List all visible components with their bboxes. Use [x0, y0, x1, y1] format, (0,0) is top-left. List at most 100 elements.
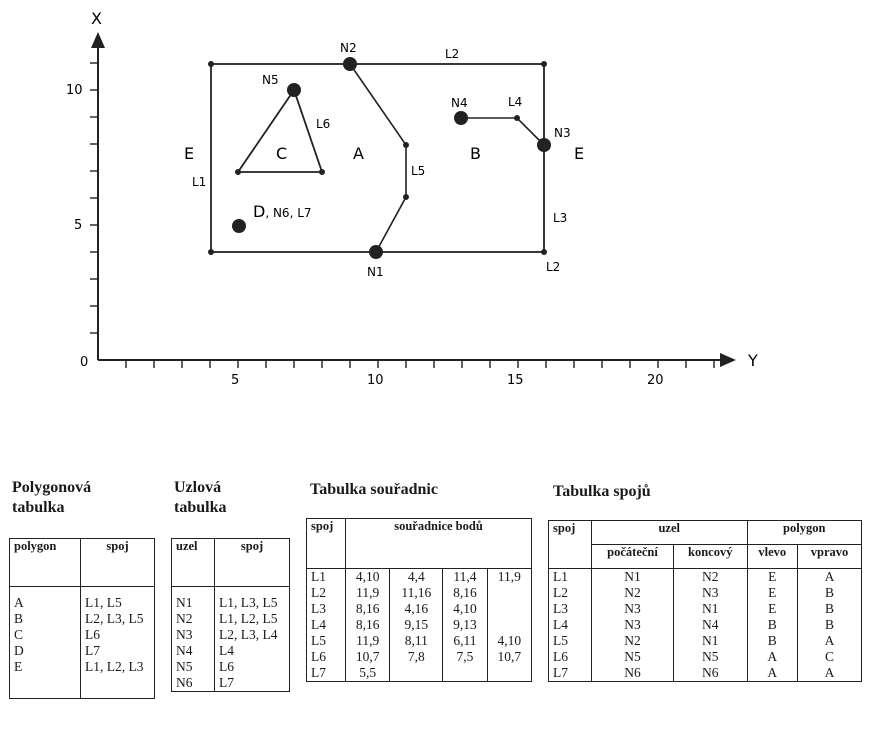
node-table-title: Uzlová tabulka — [174, 478, 226, 518]
area-label-e-right: E — [574, 144, 584, 163]
table-row: L5 11,9 8,11 6,11 4,10 — [307, 633, 532, 649]
uzel-header: uzel — [171, 538, 215, 587]
node-n6 — [232, 219, 246, 233]
polygon-table: polygon spoj A L1, L5 B L2, L3, L5 C L6 D L7… — [9, 538, 155, 699]
area-label-b: B — [470, 144, 481, 163]
vertex — [235, 169, 241, 175]
table-row: L5 N2 N1 B A — [549, 633, 862, 649]
line-label-l1: L1 — [192, 175, 206, 189]
node-n4 — [454, 111, 468, 125]
area-label-e-left: E — [184, 144, 194, 163]
end-node-header: koncový — [673, 544, 747, 569]
table-row: N4 L4 — [172, 642, 290, 659]
vertex — [208, 249, 214, 255]
souradnice-header: souřadnice bodů — [345, 518, 532, 569]
spoj-header: spoj — [548, 520, 592, 569]
line-l4 — [461, 117, 545, 146]
node-n2 — [343, 57, 357, 71]
table-row: N5 L6 — [172, 658, 290, 675]
polygon-table-title-line1: Polygonová — [12, 479, 92, 496]
polygon-header: polygon — [746, 520, 862, 545]
tick-label-x-15: 15 — [507, 373, 524, 388]
spoj-header: spoj — [214, 538, 290, 587]
table-row: L2 11,9 11,16 8,16 — [307, 585, 532, 601]
table-row: L7 N6 N6 A A — [549, 665, 862, 682]
area-label-d-n6-l7: D, N6, L7 — [253, 202, 312, 221]
polygon-header: polygon — [9, 538, 81, 587]
table-row: L1 4,10 4,4 11,4 11,9 — [307, 568, 532, 585]
line-label-l5: L5 — [411, 164, 425, 178]
node-label-n2: N2 — [340, 41, 357, 55]
table-row: L4 N3 N4 B B — [549, 617, 862, 633]
vertex — [541, 61, 547, 67]
area-label-c: C — [276, 144, 287, 163]
table-row: L7 5,5 — [307, 665, 532, 682]
vertex — [541, 249, 547, 255]
horizontal-axis-arrow-icon — [720, 353, 736, 367]
y-axis-label: X — [91, 9, 102, 28]
node-label-n5: N5 — [262, 73, 279, 87]
node-n5 — [287, 83, 301, 97]
table-row: L3 8,16 4,16 4,10 — [307, 601, 532, 617]
coord-table: spoj souřadnice bodů L1 4,10 4,4 11,4 11,9 L… — [306, 518, 532, 682]
area-label-d: D — [253, 202, 265, 221]
table-row: L2 N2 N3 E B — [549, 585, 862, 601]
left-polygon-header: vlevo — [746, 544, 798, 569]
uzel-header: uzel — [591, 520, 747, 545]
line-label-l2-bottom: L2 — [546, 260, 560, 274]
node-label-n3: N3 — [554, 126, 571, 140]
tick-label-y-10: 10 — [66, 83, 83, 98]
tick-label-x-10: 10 — [367, 373, 384, 388]
table-row: B L2, L3, L5 — [10, 610, 155, 627]
table-row: N6 L7 — [172, 674, 290, 691]
vertex — [319, 169, 325, 175]
node-label-n4: N4 — [451, 96, 468, 110]
right-polygon-header: vpravo — [797, 544, 862, 569]
spoj-header: spoj — [80, 538, 155, 587]
tick-label-x-20: 20 — [647, 373, 664, 388]
vertex — [403, 194, 409, 200]
vertex — [514, 115, 520, 121]
start-node-header: počáteční — [590, 544, 674, 569]
polygon-table-title-line2: tabulka — [12, 499, 65, 516]
table-row: A L1, L5 — [10, 594, 155, 611]
line-label-l3: L3 — [553, 211, 567, 225]
node-table: uzel spoj N1 L1, L3, L5 N2 L1, L2, L5 N3 L2… — [171, 538, 290, 692]
node-table-title-line1: Uzlová — [174, 479, 222, 496]
tick-label-x-5: 5 — [231, 373, 239, 388]
table-row: L6 N5 N5 A C — [549, 649, 862, 665]
vertex — [403, 142, 409, 148]
x-axis-label: Y — [747, 351, 758, 370]
area-label-a: A — [353, 144, 364, 163]
table-row: L3 N3 N1 E B — [549, 601, 862, 617]
table-row: N2 L1, L2, L5 — [172, 610, 290, 627]
node-n1 — [369, 245, 383, 259]
table-row: N3 L2, L3, L4 — [172, 626, 290, 643]
coord-table-title: Tabulka souřadnic — [310, 481, 438, 498]
line-label-l6: L6 — [316, 117, 330, 131]
node-n3 — [537, 138, 551, 152]
polygon-table-title: Polygonová tabulka — [12, 478, 91, 518]
vertical-axis-arrow-icon — [91, 32, 105, 48]
axis-ticks — [90, 62, 715, 368]
line-label-l2-top: L2 — [445, 47, 459, 61]
link-table-title: Tabulka spojů — [553, 483, 651, 500]
area-label-d-suffix: , N6, L7 — [265, 206, 311, 220]
line-l5 — [349, 63, 407, 253]
polygon-c-outline — [236, 88, 324, 173]
node-label-n1: N1 — [367, 265, 384, 279]
tick-label-y-5: 5 — [74, 218, 82, 233]
node-table-title-line2: tabulka — [174, 499, 227, 516]
vector-topology-diagram: Y X 0 5 10 15 20 5 10 N2 N1 N3 N4 N5 A B… — [66, 9, 758, 388]
table-row: C L6 — [10, 626, 155, 643]
table-row: N1 L1, L3, L5 — [172, 594, 290, 611]
line-label-l4: L4 — [508, 95, 522, 109]
spoj-header: spoj — [306, 518, 346, 569]
table-row: L6 10,7 7,8 7,5 10,7 — [307, 649, 532, 665]
table-row: E L1, L2, L3 — [10, 658, 155, 675]
outer-boundary — [210, 63, 545, 253]
tick-label-origin: 0 — [80, 355, 88, 370]
vertex — [208, 61, 214, 67]
table-row: L4 8,16 9,15 9,13 — [307, 617, 532, 633]
link-table: spoj uzel polygon počáteční koncový vlev… — [548, 520, 862, 682]
